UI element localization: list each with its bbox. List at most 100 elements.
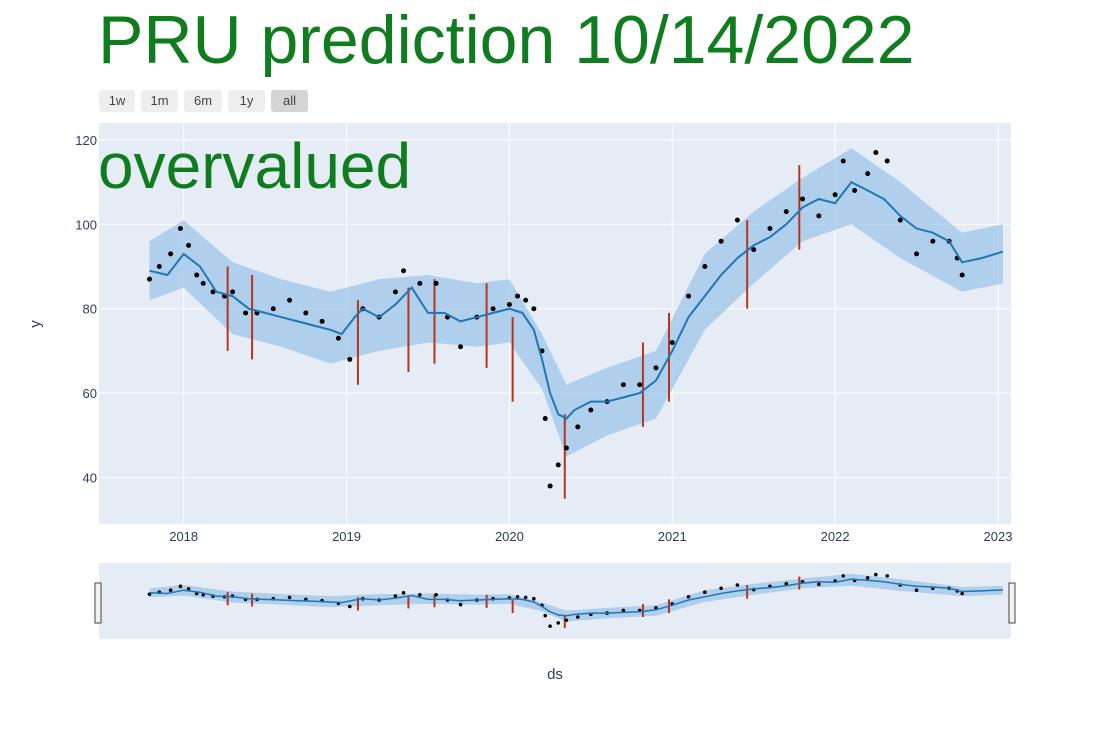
- changepoint-markers: [226, 165, 801, 499]
- range-slider-actual-point: [621, 608, 626, 613]
- x-tick-label: 2018: [169, 529, 198, 544]
- forecast-line: [149, 180, 1004, 420]
- actual-point: [897, 217, 903, 223]
- range-slider-actual-point: [393, 594, 398, 598]
- actual-point: [588, 407, 594, 413]
- actual-point: [335, 335, 341, 341]
- actual-point: [230, 289, 236, 295]
- range-slider-actual-point: [576, 615, 580, 619]
- range-slider-actual-point: [348, 604, 352, 609]
- range-slider-actual-point: [458, 602, 463, 607]
- chart-title: PRU prediction 10/14/2022: [98, 2, 915, 78]
- actual-point: [734, 217, 740, 223]
- range-slider-actual-point: [523, 595, 528, 600]
- actual-point: [417, 280, 423, 286]
- x-tick-label: 2021: [658, 529, 687, 544]
- y-axis-title: y: [27, 320, 44, 328]
- range-slider-actual-point: [543, 613, 548, 618]
- actual-point: [884, 158, 890, 164]
- range-slider-actual-point: [960, 591, 964, 596]
- actual-point: [515, 293, 521, 299]
- actual-point: [865, 171, 871, 177]
- range-button-1m[interactable]: 1m: [141, 90, 178, 112]
- range-slider-actual-point: [564, 618, 569, 623]
- actual-point: [832, 192, 838, 198]
- valuation-label: overvalued: [98, 130, 412, 202]
- range-slider-actual-point: [735, 583, 740, 587]
- actual-point: [669, 339, 675, 345]
- actual-point: [873, 150, 879, 156]
- y-axis-ticks: 40 60 80 100 120: [75, 133, 97, 486]
- y-tick-label: 100: [75, 217, 97, 232]
- x-tick-label: 2022: [821, 529, 850, 544]
- range-slider-actual-point: [168, 588, 173, 593]
- actual-point: [401, 268, 407, 274]
- actual-point: [303, 310, 309, 316]
- actual-point: [620, 382, 626, 388]
- range-slider-actual-point: [532, 596, 536, 601]
- y-tick-label: 120: [75, 133, 97, 148]
- x-tick-label: 2019: [332, 529, 361, 544]
- actual-point: [767, 226, 773, 232]
- actual-point: [506, 302, 512, 308]
- actual-point: [547, 483, 553, 489]
- range-button-all[interactable]: all: [271, 90, 308, 112]
- actual-point: [542, 415, 548, 421]
- actual-point: [243, 310, 249, 316]
- actual-point: [523, 297, 529, 303]
- y-tick-label: 40: [83, 471, 97, 486]
- actual-points: [146, 150, 965, 489]
- range-slider-actual-point: [418, 593, 422, 597]
- range-slider-actual-point: [784, 581, 789, 586]
- range-slider-forecast-line: [149, 578, 1003, 617]
- range-button-6m[interactable]: 6m: [184, 90, 222, 112]
- actual-point: [177, 226, 183, 232]
- range-slider-actual-point: [865, 576, 870, 580]
- uncertainty-band: [149, 148, 1003, 457]
- actual-point: [287, 297, 293, 303]
- actual-point: [702, 264, 708, 270]
- range-slider-actual-point: [434, 593, 438, 597]
- range-slider-actual-point: [874, 572, 878, 577]
- actual-point: [563, 445, 569, 451]
- range-slider-actual-point: [914, 588, 919, 593]
- actual-point: [637, 382, 643, 388]
- range-slider-actual-point: [719, 586, 723, 591]
- actual-point: [555, 462, 561, 468]
- range-slider-left-handle[interactable]: [94, 582, 102, 624]
- actual-point: [347, 356, 353, 362]
- actual-point: [840, 158, 846, 164]
- actual-point: [852, 188, 858, 194]
- actual-point: [200, 280, 206, 286]
- actual-point: [433, 280, 439, 286]
- actual-point: [800, 196, 806, 202]
- actual-point: [653, 365, 659, 371]
- range-button-1w[interactable]: 1w: [99, 90, 135, 112]
- range-slider-actual-point: [548, 624, 552, 628]
- actual-point: [816, 213, 822, 219]
- actual-point: [186, 242, 192, 248]
- actual-point: [168, 251, 174, 257]
- actual-point: [718, 238, 724, 244]
- actual-point: [270, 306, 276, 312]
- actual-point: [490, 306, 496, 312]
- actual-point: [783, 209, 789, 215]
- actual-point: [914, 251, 920, 257]
- y-tick-label: 80: [83, 302, 97, 317]
- range-slider-actual-point: [178, 584, 183, 589]
- x-tick-label: 2020: [495, 529, 524, 544]
- range-slider-actual-point: [686, 594, 691, 599]
- actual-point: [930, 238, 936, 244]
- range-slider-actual-point: [287, 595, 292, 600]
- actual-point: [686, 293, 692, 299]
- x-tick-label: 2023: [984, 529, 1013, 544]
- actual-point: [319, 318, 325, 324]
- actual-point: [392, 289, 398, 295]
- actual-point: [146, 276, 152, 282]
- range-slider-right-handle[interactable]: [1008, 582, 1016, 624]
- actual-point: [458, 344, 464, 350]
- range-slider-actual-point: [841, 574, 846, 578]
- range-slider-actual-point: [817, 582, 821, 587]
- range-button-1y[interactable]: 1y: [228, 90, 265, 112]
